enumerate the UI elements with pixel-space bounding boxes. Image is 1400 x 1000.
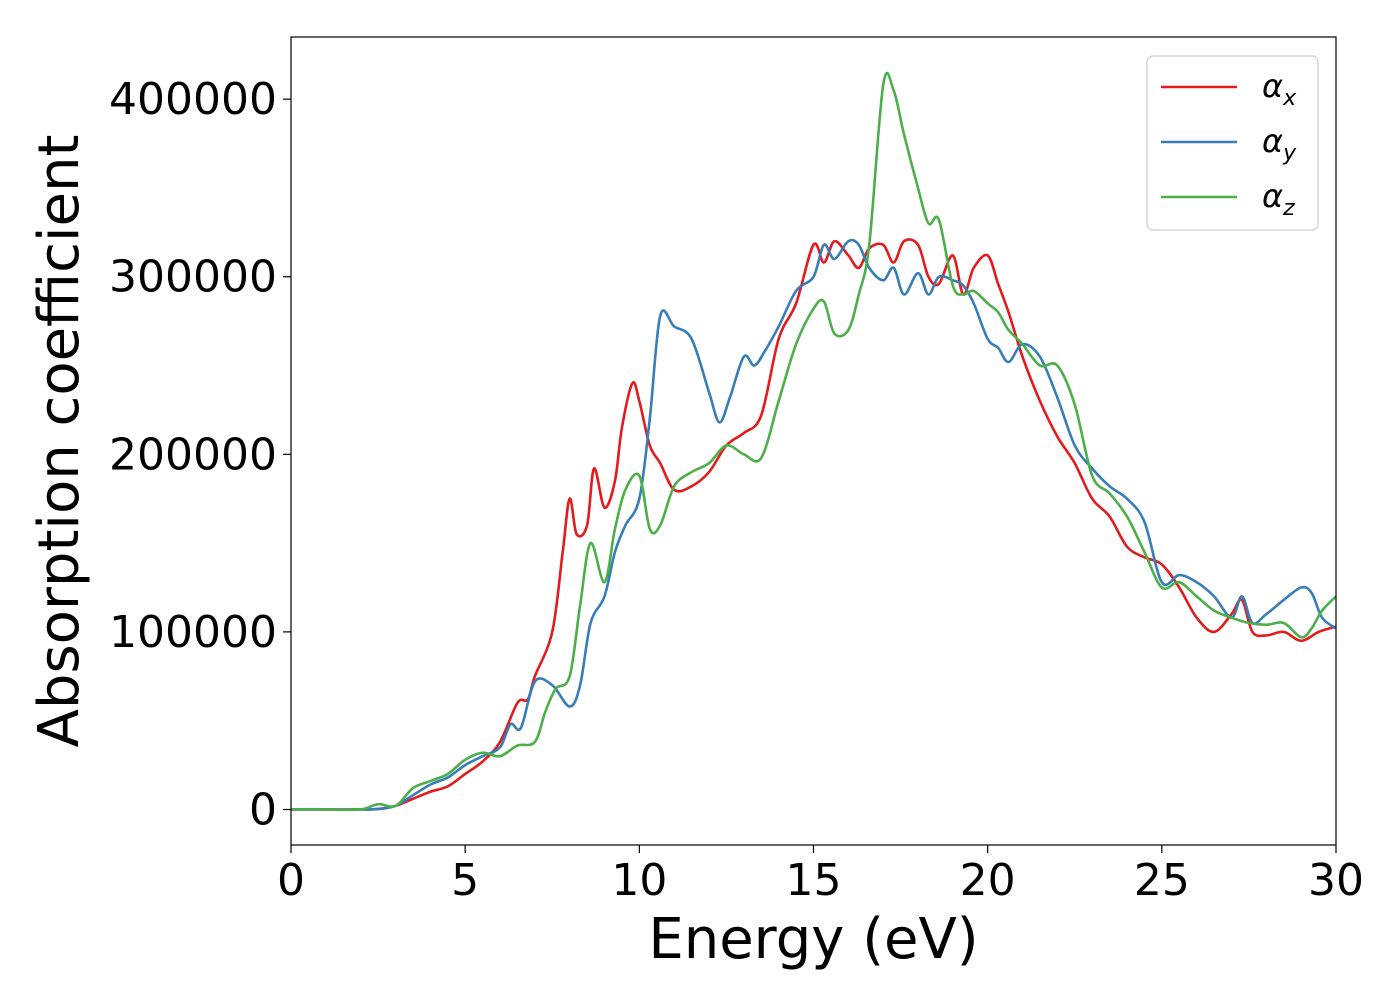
legend-symbol: α bbox=[1262, 177, 1283, 215]
y-tick-label: 100000 bbox=[109, 607, 277, 658]
y-tick-label: 400000 bbox=[109, 74, 277, 125]
x-tick-label: 30 bbox=[1308, 855, 1364, 906]
legend-entry-y: αy bbox=[1262, 122, 1297, 166]
y-tick-label: 200000 bbox=[109, 429, 277, 480]
series-line-y bbox=[291, 238, 1336, 811]
legend-entry-z: αz bbox=[1262, 177, 1295, 221]
legend-subscript: x bbox=[1282, 86, 1297, 111]
y-tick-label: 300000 bbox=[109, 252, 277, 303]
plot-area bbox=[291, 71, 1336, 812]
x-tick-label: 5 bbox=[451, 855, 479, 906]
x-tick-label: 15 bbox=[786, 855, 842, 906]
y-axis-ticks: 0 100000 200000 300000 400000 bbox=[109, 74, 291, 835]
legend-entry-x: αx bbox=[1262, 67, 1297, 111]
plot-frame bbox=[290, 36, 1337, 846]
series-line-x bbox=[291, 238, 1336, 811]
legend-subscript: z bbox=[1282, 196, 1295, 221]
x-tick-label: 10 bbox=[611, 855, 667, 906]
x-tick-label: 0 bbox=[277, 855, 305, 906]
x-axis-ticks: 0 5 10 15 20 25 30 bbox=[277, 845, 1364, 906]
legend-symbol: α bbox=[1262, 122, 1283, 160]
x-axis-label: Energy (eV) bbox=[648, 907, 978, 972]
series-line-z bbox=[291, 71, 1336, 812]
x-tick-label: 20 bbox=[960, 855, 1016, 906]
y-tick-label: 0 bbox=[249, 784, 277, 835]
x-tick-label: 25 bbox=[1134, 855, 1190, 906]
legend-subscript: y bbox=[1282, 141, 1297, 166]
legend-symbol: α bbox=[1262, 67, 1283, 105]
y-axis-label: Absorption coefficient bbox=[27, 135, 92, 748]
